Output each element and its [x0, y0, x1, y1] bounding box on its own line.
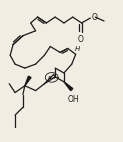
- Text: Abs: Abs: [48, 76, 56, 80]
- Polygon shape: [25, 76, 31, 86]
- Text: O: O: [78, 35, 84, 44]
- Text: H: H: [75, 46, 80, 52]
- Text: O: O: [91, 13, 97, 22]
- Polygon shape: [64, 82, 73, 91]
- Text: OH: OH: [68, 95, 80, 104]
